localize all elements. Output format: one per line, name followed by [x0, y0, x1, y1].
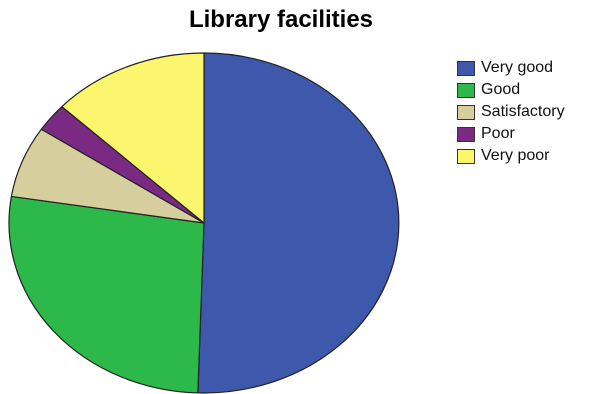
legend-swatch-very-good — [457, 60, 475, 76]
legend-swatch-satisfactory — [457, 104, 475, 120]
legend-swatch-poor — [457, 126, 475, 142]
legend-label-very-poor: Very poor — [481, 147, 550, 164]
legend-swatch-good — [457, 82, 475, 98]
legend-item-satisfactory: Satisfactory — [457, 101, 565, 123]
legend-label-satisfactory: Satisfactory — [481, 103, 565, 120]
legend-label-very-good: Very good — [481, 59, 554, 76]
legend-label-poor: Poor — [481, 125, 515, 142]
legend-item-poor: Poor — [457, 123, 565, 145]
legend-label-good: Good — [481, 81, 521, 98]
pie-slice-very-good — [197, 52, 400, 394]
pie-slice-very-poor — [61, 52, 205, 224]
chart-title: Library facilities — [188, 6, 374, 33]
legend-item-very-poor: Very poor — [457, 145, 565, 167]
legend: Very good Good Satisfactory Poor Very po… — [457, 57, 565, 167]
legend-item-very-good: Very good — [457, 57, 565, 79]
legend-item-good: Good — [457, 79, 565, 101]
legend-swatch-very-poor — [457, 148, 475, 164]
pie-slice-good — [8, 195, 205, 394]
